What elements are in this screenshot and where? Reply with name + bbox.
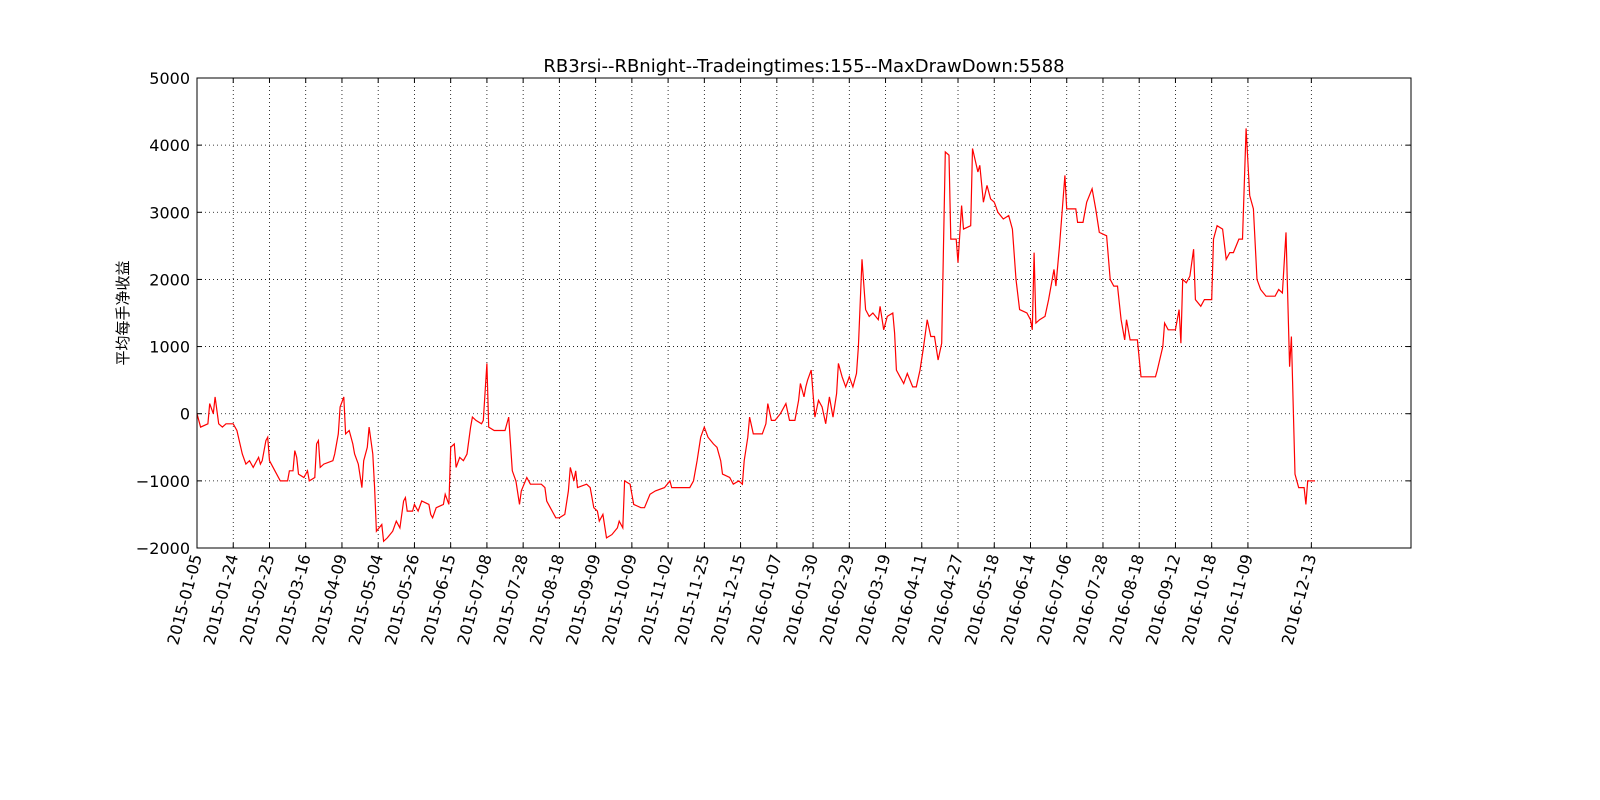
y-tick-label: 4000 <box>149 136 190 155</box>
y-tick-label: −1000 <box>136 472 190 491</box>
y-tick-label: 3000 <box>149 203 190 222</box>
y-tick-label: 0 <box>180 405 190 424</box>
y-tick-label: 5000 <box>149 69 190 88</box>
y-tick-label: 1000 <box>149 338 190 357</box>
plot-frame <box>196 77 1412 549</box>
y-tick-label: 2000 <box>149 270 190 289</box>
y-axis-label: 平均每手净收益 <box>114 260 132 365</box>
data-line <box>196 128 1315 543</box>
y-tick-label: −2000 <box>136 539 190 558</box>
chart-title: RB3rsi--RBnight--Tradeingtimes:155--MaxD… <box>543 56 1064 77</box>
